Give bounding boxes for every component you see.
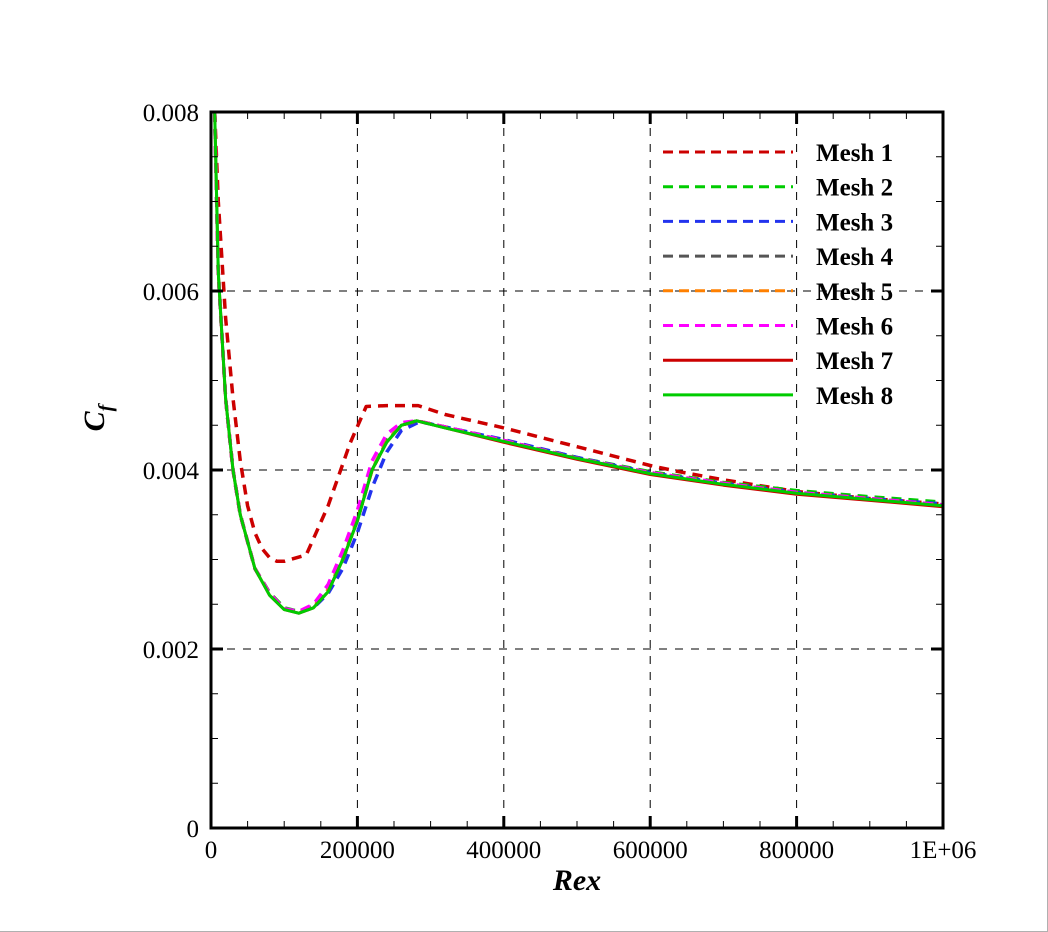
grid-lines <box>211 112 943 828</box>
x-axis-title: Rex <box>552 864 601 897</box>
legend-label: Mesh 7 <box>816 348 893 375</box>
legend-item: Mesh 8 <box>663 383 893 410</box>
legend: Mesh 1 Mesh 2 Mesh 3 Mesh 4 Mesh 5 Mesh 6 Mesh… <box>663 140 894 410</box>
x-tick-label: 600000 <box>613 837 688 864</box>
legend-item: Mesh 2 <box>663 175 893 202</box>
legend-item: Mesh 1 <box>663 140 893 167</box>
legend-label: Mesh 8 <box>816 383 893 410</box>
data-series <box>212 112 943 615</box>
legend-item: Mesh 7 <box>663 348 893 375</box>
x-axis-tick-labels: 0 200000 400000 600000 800000 1E+06 <box>205 837 977 864</box>
y-axis-title-subscript: f <box>95 402 117 411</box>
legend-item: Mesh 5 <box>663 279 893 306</box>
legend-label: Mesh 2 <box>816 175 893 202</box>
x-tick-label: 0 <box>205 837 218 864</box>
x-tick-label: 1E+06 <box>910 837 977 864</box>
legend-label: Mesh 5 <box>816 279 893 306</box>
series-line-mesh-1 <box>212 112 943 564</box>
legend-label: Mesh 1 <box>816 140 893 167</box>
y-tick-label: 0.004 <box>143 458 200 485</box>
y-tick-label: 0.002 <box>143 637 199 664</box>
x-tick-label: 800000 <box>759 837 834 864</box>
y-axis-title-main: C <box>78 410 111 431</box>
y-tick-label: 0 <box>187 816 200 843</box>
legend-label: Mesh 6 <box>816 314 893 341</box>
axis-ticks <box>209 110 945 830</box>
y-axis-title: Cf <box>78 402 117 431</box>
y-tick-label: 0.008 <box>143 100 199 127</box>
y-tick-label: 0.006 <box>143 279 199 306</box>
series-line-mesh-8 <box>213 112 943 615</box>
y-axis-tick-labels: 0 0.002 0.004 0.006 0.008 <box>143 100 200 843</box>
legend-item: Mesh 6 <box>663 314 893 341</box>
svg-text:Cf: Cf <box>78 402 117 431</box>
legend-item: Mesh 3 <box>663 209 893 236</box>
x-tick-label: 200000 <box>320 837 395 864</box>
legend-item: Mesh 4 <box>663 244 894 271</box>
legend-label: Mesh 4 <box>816 244 894 271</box>
legend-label: Mesh 3 <box>816 209 893 236</box>
x-tick-label: 400000 <box>466 837 541 864</box>
